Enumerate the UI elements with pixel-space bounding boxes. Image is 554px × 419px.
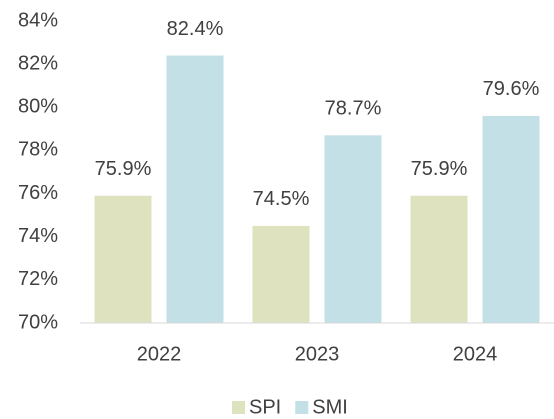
x-tick-label: 2022 bbox=[137, 343, 182, 365]
y-tick-label: 80% bbox=[18, 96, 58, 118]
y-tick-label: 76% bbox=[18, 182, 58, 204]
y-tick-label: 74% bbox=[18, 225, 58, 247]
data-label: 82.4% bbox=[167, 18, 224, 40]
x-tick-label: 2024 bbox=[453, 343, 498, 365]
bar bbox=[252, 225, 310, 323]
x-tick-label: 2023 bbox=[295, 343, 340, 365]
bar bbox=[324, 135, 382, 323]
legend-label: SMI bbox=[312, 396, 348, 418]
legend-swatch bbox=[232, 401, 245, 414]
legend-swatch bbox=[295, 401, 309, 414]
legend-label: SPI bbox=[249, 396, 281, 418]
y-tick-label: 72% bbox=[18, 268, 58, 290]
bar bbox=[166, 55, 224, 324]
y-tick-label: 70% bbox=[18, 311, 58, 333]
data-label: 78.7% bbox=[325, 98, 382, 120]
y-tick-label: 84% bbox=[18, 9, 58, 31]
data-label: 74.5% bbox=[253, 188, 310, 210]
bar bbox=[482, 115, 540, 324]
data-label: 75.9% bbox=[95, 158, 152, 180]
bar bbox=[94, 195, 152, 323]
data-label: 79.6% bbox=[483, 78, 540, 100]
y-tick-label: 78% bbox=[18, 139, 58, 161]
data-label: 75.9% bbox=[411, 158, 468, 180]
bar bbox=[410, 195, 468, 323]
y-tick-label: 82% bbox=[18, 52, 58, 74]
